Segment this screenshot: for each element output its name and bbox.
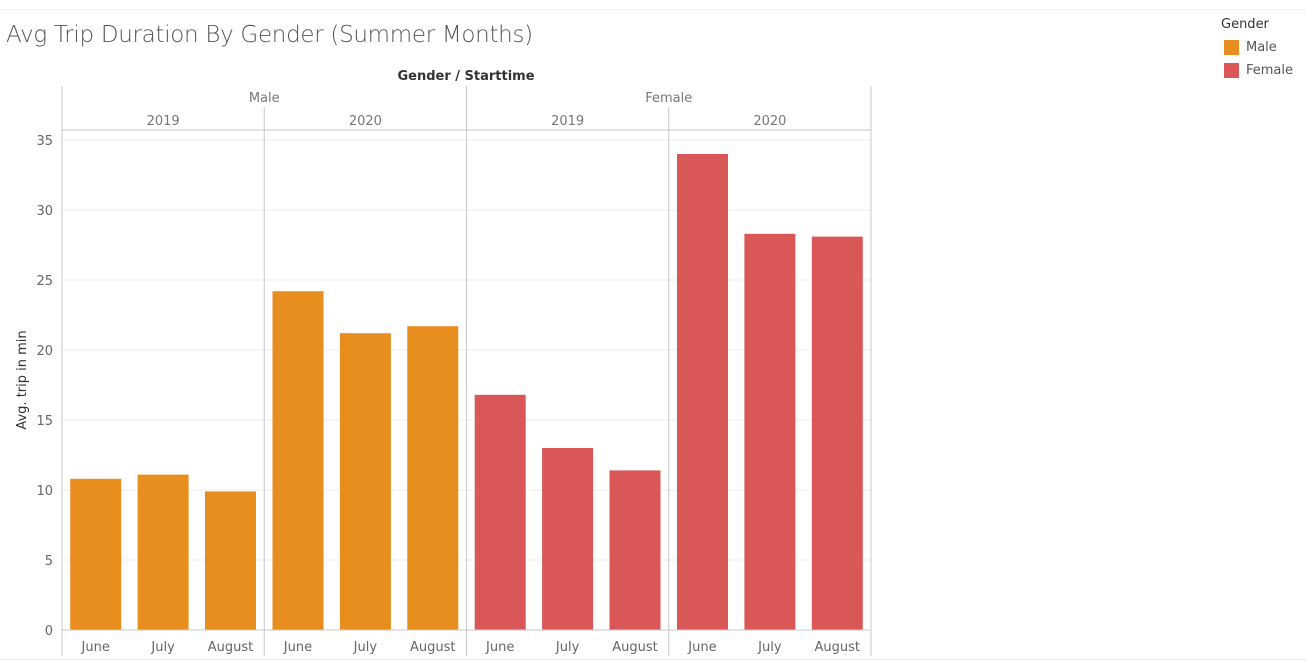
x-tick-label: June [283,640,312,655]
bar-male-2020-august[interactable] [407,326,459,630]
year-header: 2019 [147,114,180,129]
bar-female-2020-july[interactable] [744,233,796,631]
bar-male-2019-june[interactable] [70,478,122,630]
bar-male-2020-june[interactable] [272,291,324,630]
year-header: 2020 [753,114,786,129]
x-tick-label: July [353,640,378,655]
header-label: Gender / Starttime [397,69,534,84]
y-tick-label: 35 [36,134,53,149]
x-tick-label: July [555,640,580,655]
x-tick-label: June [81,640,110,655]
y-axis-label: Avg. trip in min [15,330,30,429]
chart-title: Avg Trip Duration By Gender (Summer Mont… [6,22,533,48]
bar-male-2020-july[interactable] [339,333,391,630]
x-tick-label: August [410,640,456,655]
legend[interactable]: Gender Male Female [1221,16,1293,84]
gender-header-female: Female [645,91,692,106]
bar-female-2020-june[interactable] [677,154,728,630]
x-tick-label: August [815,640,861,655]
legend-item-male[interactable]: Male [1221,38,1293,56]
bar-male-2019-july[interactable] [137,474,189,630]
bar-female-2019-july[interactable] [542,448,594,630]
y-tick-label: 25 [36,274,53,289]
year-header: 2019 [551,114,584,129]
x-tick-label: August [612,640,658,655]
bar-female-2019-june[interactable] [474,394,526,630]
legend-title: Gender [1221,17,1269,32]
x-tick-label: July [150,640,175,655]
x-tick-label: June [687,640,716,655]
x-tick-label: July [757,640,782,655]
bottom-divider [0,659,1306,660]
top-divider [0,9,1306,10]
bar-female-2019-august[interactable] [609,470,661,630]
x-tick-label: June [485,640,514,655]
bar-male-2019-august[interactable] [205,491,256,630]
legend-swatch-female [1224,62,1239,78]
year-header: 2020 [349,114,382,129]
y-tick-label: 20 [36,344,53,359]
y-tick-label: 30 [36,204,53,219]
legend-item-female[interactable]: Female [1221,61,1293,79]
legend-label-female: Female [1246,62,1294,78]
y-tick-label: 10 [36,484,53,499]
gender-header-male: Male [249,91,280,106]
legend-label-male: Male [1246,39,1277,55]
bar-female-2020-august[interactable] [811,236,863,630]
y-tick-label: 5 [45,554,53,569]
legend-swatch-male [1224,39,1239,55]
y-tick-label: 15 [36,414,53,429]
x-tick-label: August [208,640,254,655]
y-tick-label: 0 [45,624,53,639]
